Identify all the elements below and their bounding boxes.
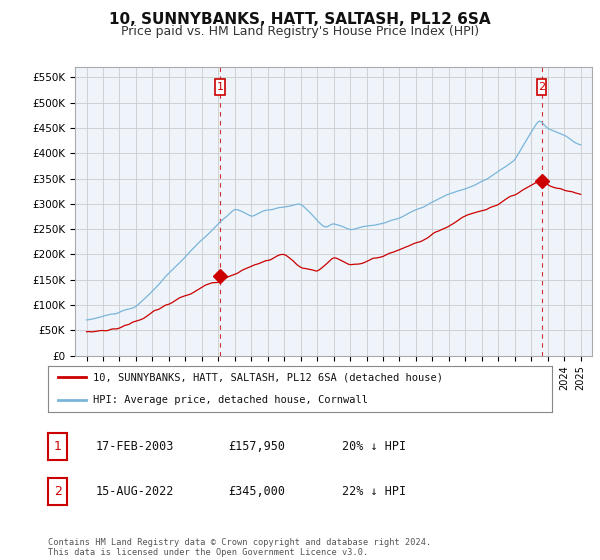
Text: 17-FEB-2003: 17-FEB-2003: [96, 440, 175, 454]
Text: 2: 2: [538, 82, 545, 92]
Text: 20% ↓ HPI: 20% ↓ HPI: [342, 440, 406, 454]
Text: 22% ↓ HPI: 22% ↓ HPI: [342, 485, 406, 498]
Text: 1: 1: [217, 82, 224, 92]
Text: £157,950: £157,950: [228, 440, 285, 454]
Text: 10, SUNNYBANKS, HATT, SALTASH, PL12 6SA (detached house): 10, SUNNYBANKS, HATT, SALTASH, PL12 6SA …: [94, 372, 443, 382]
Text: HPI: Average price, detached house, Cornwall: HPI: Average price, detached house, Corn…: [94, 395, 368, 405]
FancyBboxPatch shape: [215, 80, 226, 95]
Text: Contains HM Land Registry data © Crown copyright and database right 2024.
This d: Contains HM Land Registry data © Crown c…: [48, 538, 431, 557]
Text: 1: 1: [53, 440, 62, 454]
Text: 15-AUG-2022: 15-AUG-2022: [96, 485, 175, 498]
Text: £345,000: £345,000: [228, 485, 285, 498]
Text: 2: 2: [53, 485, 62, 498]
Text: Price paid vs. HM Land Registry's House Price Index (HPI): Price paid vs. HM Land Registry's House …: [121, 25, 479, 38]
Text: 10, SUNNYBANKS, HATT, SALTASH, PL12 6SA: 10, SUNNYBANKS, HATT, SALTASH, PL12 6SA: [109, 12, 491, 27]
FancyBboxPatch shape: [536, 80, 547, 95]
